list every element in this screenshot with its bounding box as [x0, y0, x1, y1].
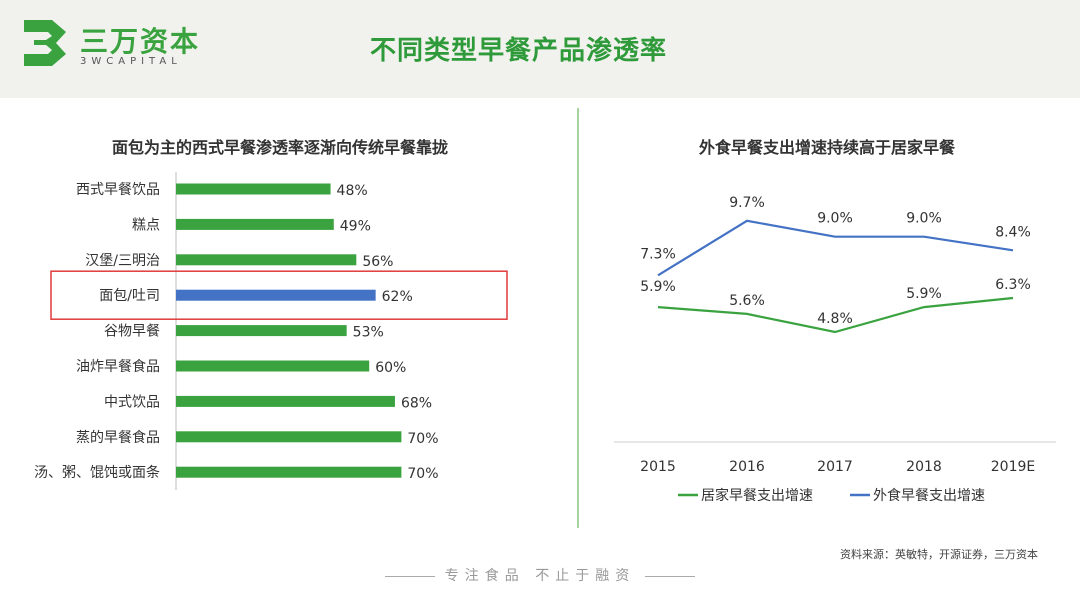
line-chart-title: 外食早餐支出增速持续高于居家早餐: [698, 138, 955, 157]
data-label: 4.8%: [817, 311, 853, 327]
data-label: 5.9%: [640, 279, 676, 295]
bar-value-label: 56%: [362, 254, 393, 270]
x-tick-label: 2018: [906, 459, 942, 475]
bar-value-label: 62%: [382, 289, 413, 305]
bar-category-label: 油炸早餐食品: [76, 358, 160, 375]
logo-text-cn: 三万资本: [80, 25, 201, 58]
data-label: 9.7%: [729, 195, 765, 211]
data-label: 5.6%: [729, 293, 765, 309]
bar: [176, 218, 334, 230]
legend-label: 居家早餐支出增速: [701, 487, 813, 504]
x-tick-label: 2017: [817, 459, 853, 475]
bar-category-label: 蒸的早餐食品: [76, 429, 160, 446]
bar: [176, 325, 347, 337]
bar: [176, 254, 357, 266]
bar-category-label: 汤、粥、馄饨或面条: [34, 464, 160, 481]
bar-category-label: 西式早餐饮品: [76, 182, 160, 198]
bar-category-label: 中式饮品: [104, 394, 160, 410]
vertical-divider: [577, 108, 579, 528]
x-tick-label: 2015: [640, 459, 676, 475]
data-label: 5.9%: [906, 286, 942, 302]
footer-text: 专注食品 不止于融资: [444, 568, 636, 584]
logo-text-en: 3WCAPITAL: [80, 56, 182, 67]
series-line: [657, 219, 1014, 277]
legend-label: 外食早餐支出增速: [873, 487, 985, 504]
highlight-box: [50, 270, 508, 320]
bar: [176, 431, 402, 443]
bar: [176, 183, 331, 195]
bar: [176, 360, 370, 372]
bar-category-label: 面包/吐司: [99, 288, 160, 304]
bar-value-label: 60%: [375, 360, 406, 376]
bar-category-label: 糕点: [132, 217, 160, 233]
data-label: 9.0%: [817, 211, 853, 227]
bar-value-label: 70%: [407, 466, 438, 482]
bar-category-label: 汉堡/三明治: [85, 253, 160, 269]
x-tick-label: 2019E: [991, 459, 1035, 475]
bar-category-label: 谷物早餐: [104, 324, 160, 340]
bar: [176, 395, 395, 407]
bar-value-label: 49%: [340, 218, 371, 234]
footer-slogan: 专注食品 不止于融资: [0, 565, 1080, 585]
footer-line-left: [384, 575, 435, 577]
bar-value-label: 68%: [401, 395, 432, 411]
footer-line-right: [645, 575, 696, 577]
bar-chart-title: 面包为主的西式早餐渗透率逐渐向传统早餐靠拢: [111, 138, 448, 157]
header-bar: 三万资本 3WCAPITAL 不同类型早餐产品渗透率: [0, 0, 1080, 98]
bar: [176, 466, 402, 478]
source-note: 资料来源：英敏特，开源证券，三万资本: [840, 548, 1038, 561]
bar-value-label: 70%: [407, 431, 438, 447]
page-title: 不同类型早餐产品渗透率: [370, 36, 668, 66]
data-label: 9.0%: [906, 211, 942, 227]
data-label: 8.4%: [995, 224, 1031, 240]
bar-value-label: 48%: [337, 183, 368, 199]
logo-icon: [24, 20, 66, 66]
data-label: 7.3%: [640, 246, 676, 262]
data-label: 6.3%: [995, 277, 1031, 293]
bar-value-label: 53%: [353, 325, 384, 341]
x-tick-label: 2016: [729, 459, 765, 475]
series-line: [657, 296, 1014, 334]
bar: [176, 289, 376, 301]
